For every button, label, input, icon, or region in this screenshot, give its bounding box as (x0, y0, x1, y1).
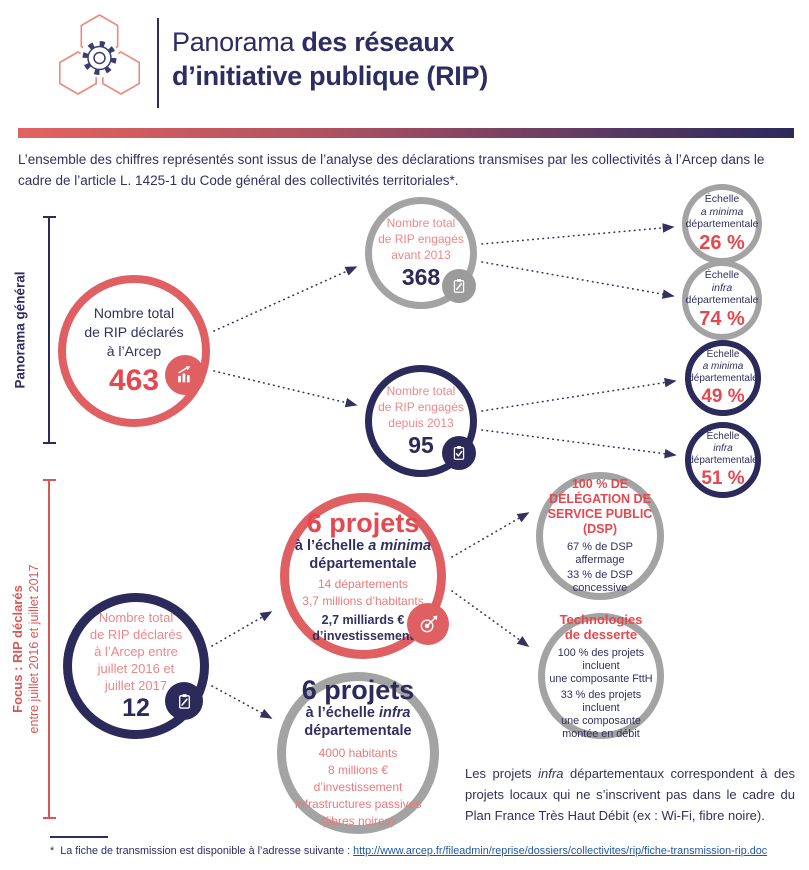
node-value: 95 (408, 432, 434, 458)
scale-label: Échelle a minima départementale (688, 349, 758, 385)
footnote-divider (50, 836, 108, 838)
dsp-stat1: 67 % de DSP affermage (566, 541, 634, 566)
stat-departements: 14 départements (317, 576, 409, 591)
scale-line1: Échelle (704, 269, 740, 282)
subtitle-line2: départementale (304, 723, 412, 739)
footnote-link[interactable]: http://www.arcep.fr/fileadmin/reprise/do… (353, 845, 768, 857)
scale-line1: Échelle (706, 430, 740, 442)
node-echelle-aminima-49: Échelle a minima départementale 49 % (685, 340, 761, 416)
stat-investissement: 2,7 milliards € d’investissement (312, 612, 414, 643)
subtitle-pre: à l’échelle (305, 705, 379, 721)
scale-label: Échelle infra départementale (686, 269, 759, 307)
scale-line3: départementale (685, 218, 759, 231)
scale-line2: infra (713, 442, 733, 454)
stat-habitants: 4000 habitants (318, 746, 398, 760)
subtitle-italic: a minima (368, 537, 432, 554)
tech-stat1: 100 % des projets incluent une composant… (549, 646, 653, 685)
scale-line3: départementale (685, 294, 759, 307)
dsp-stat2: 33 % de DSP concessive (566, 569, 634, 594)
scale-line2: infra (711, 281, 733, 294)
scale-value: 26 % (699, 231, 745, 254)
title-line2: d’initiative publique (RIP) (172, 61, 488, 91)
scale-line2: a minima (700, 205, 744, 218)
scale-line3: départementale (688, 372, 758, 384)
node-rip-avant-2013: Nombre total de RIP engagés avant 2013 3… (365, 197, 477, 309)
tech-title: Technologies de desserte (559, 611, 643, 643)
focus-label-dates: entre juillet 2016 et juillet 2017 (27, 564, 41, 734)
header-divider (157, 18, 159, 108)
scale-line1: Échelle (706, 348, 740, 360)
node-echelle-aminima-26: Échelle a minima départementale 26 % (682, 184, 762, 264)
stat-habitants: 3,7 millions d’habitants (302, 593, 424, 608)
footnote: * La fiche de transmission est disponibl… (50, 845, 798, 857)
node-6-projets-aminima: 6 projets à l’échelle a minima départeme… (280, 493, 449, 659)
stat-investissement: 8 millions € d’investissement (313, 763, 403, 794)
node-value: 12 (122, 694, 150, 722)
node-rip-2016-2017: Nombre total de RIP déclarés à l’Arcep e… (63, 593, 209, 739)
note-italic: infra (538, 766, 564, 781)
scale-value: 49 % (701, 385, 745, 407)
node-label: Nombre total de RIP engagés depuis 2013 (378, 384, 464, 430)
bracket-panorama-general (43, 216, 56, 444)
tech-stat2: 33 % des projets incluent une composante… (560, 688, 642, 740)
node-echelle-infra-74: Échelle infra départementale 74 % (682, 260, 762, 340)
node-label: Nombre total de RIP engagés avant 2013 (378, 216, 464, 262)
stat-infrastructures: Infrastructures passives (fibres noires) (294, 797, 422, 828)
projects-title: 6 projets (306, 507, 420, 538)
bar-chart-growth-icon (165, 355, 205, 395)
clipboard-pencil-icon (442, 269, 476, 303)
projects-stats: 14 départements 3,7 millions d’habitants (302, 576, 423, 610)
section-label-panorama-general: Panorama général (12, 271, 28, 389)
footnote-marker: * (50, 845, 55, 857)
note-pre: Les projets (465, 766, 539, 781)
node-technologies-desserte: Technologies de desserte 100 % des proje… (538, 611, 664, 740)
focus-label-bold: Focus : RIP déclarés (10, 585, 25, 713)
title-part-light: Panorama (172, 27, 302, 57)
projects-stats: 4000 habitants 8 millions € d’investisse… (286, 745, 430, 830)
subtitle-pre: à l’échelle (294, 537, 369, 554)
scale-label: Échelle infra départementale (688, 431, 758, 467)
subtitle-italic: infra (378, 705, 411, 721)
hexagons-gear-logo (52, 12, 147, 107)
scale-value: 51 % (701, 467, 745, 489)
node-dsp: 100 % DE DÉLÉGATION DE SERVICE PUBLIC (D… (536, 472, 664, 600)
node-total-rip-declares: Nombre total de RIP déclarés à l’Arcep 4… (58, 275, 210, 427)
node-label: Nombre total de RIP déclarés à l’Arcep (84, 305, 184, 359)
target-dart-icon (407, 603, 449, 645)
node-value: 463 (108, 364, 160, 397)
projects-title: 6 projets (301, 675, 415, 705)
scale-line1: Échelle (704, 193, 740, 206)
note-post: départementaux correspondent à des proje… (465, 766, 796, 823)
page-title: Panorama des réseaux d’initiative publiq… (172, 25, 488, 93)
dsp-title: 100 % DE DÉLÉGATION DE SERVICE PUBLIC (D… (547, 477, 653, 536)
node-rip-depuis-2013: Nombre total de RIP engagés depuis 2013 … (365, 365, 477, 477)
node-label: Nombre total de RIP déclarés à l’Arcep e… (89, 610, 183, 693)
section-label-focus: Focus : RIP déclarés entre juillet 2016 … (9, 565, 43, 734)
title-part-bold: des réseaux (301, 27, 455, 57)
clipboard-pencil-icon (165, 682, 203, 720)
footnote-text: La fiche de transmission est disponible … (60, 845, 354, 857)
infra-note: Les projets infra départementaux corresp… (465, 763, 795, 826)
node-6-projets-infra: 6 projets à l’échelle infra départementa… (277, 672, 439, 834)
scale-line2: a minima (702, 360, 744, 372)
intro-text: L’ensemble des chiffres représentés sont… (18, 152, 765, 188)
node-echelle-infra-51: Échelle infra départementale 51 % (685, 422, 761, 498)
scale-value: 74 % (699, 307, 745, 330)
scale-line3: départementale (688, 454, 758, 466)
clipboard-check-icon (442, 436, 476, 470)
gradient-rule (18, 128, 794, 138)
bracket-focus (43, 479, 56, 819)
scale-label: Échelle a minima départementale (686, 193, 759, 231)
subtitle-line2: départementale (309, 555, 417, 572)
projects-subtitle: à l’échelle a minima départementale (295, 537, 431, 573)
projects-subtitle: à l’échelle infra départementale (304, 704, 411, 740)
node-value: 368 (401, 264, 441, 290)
